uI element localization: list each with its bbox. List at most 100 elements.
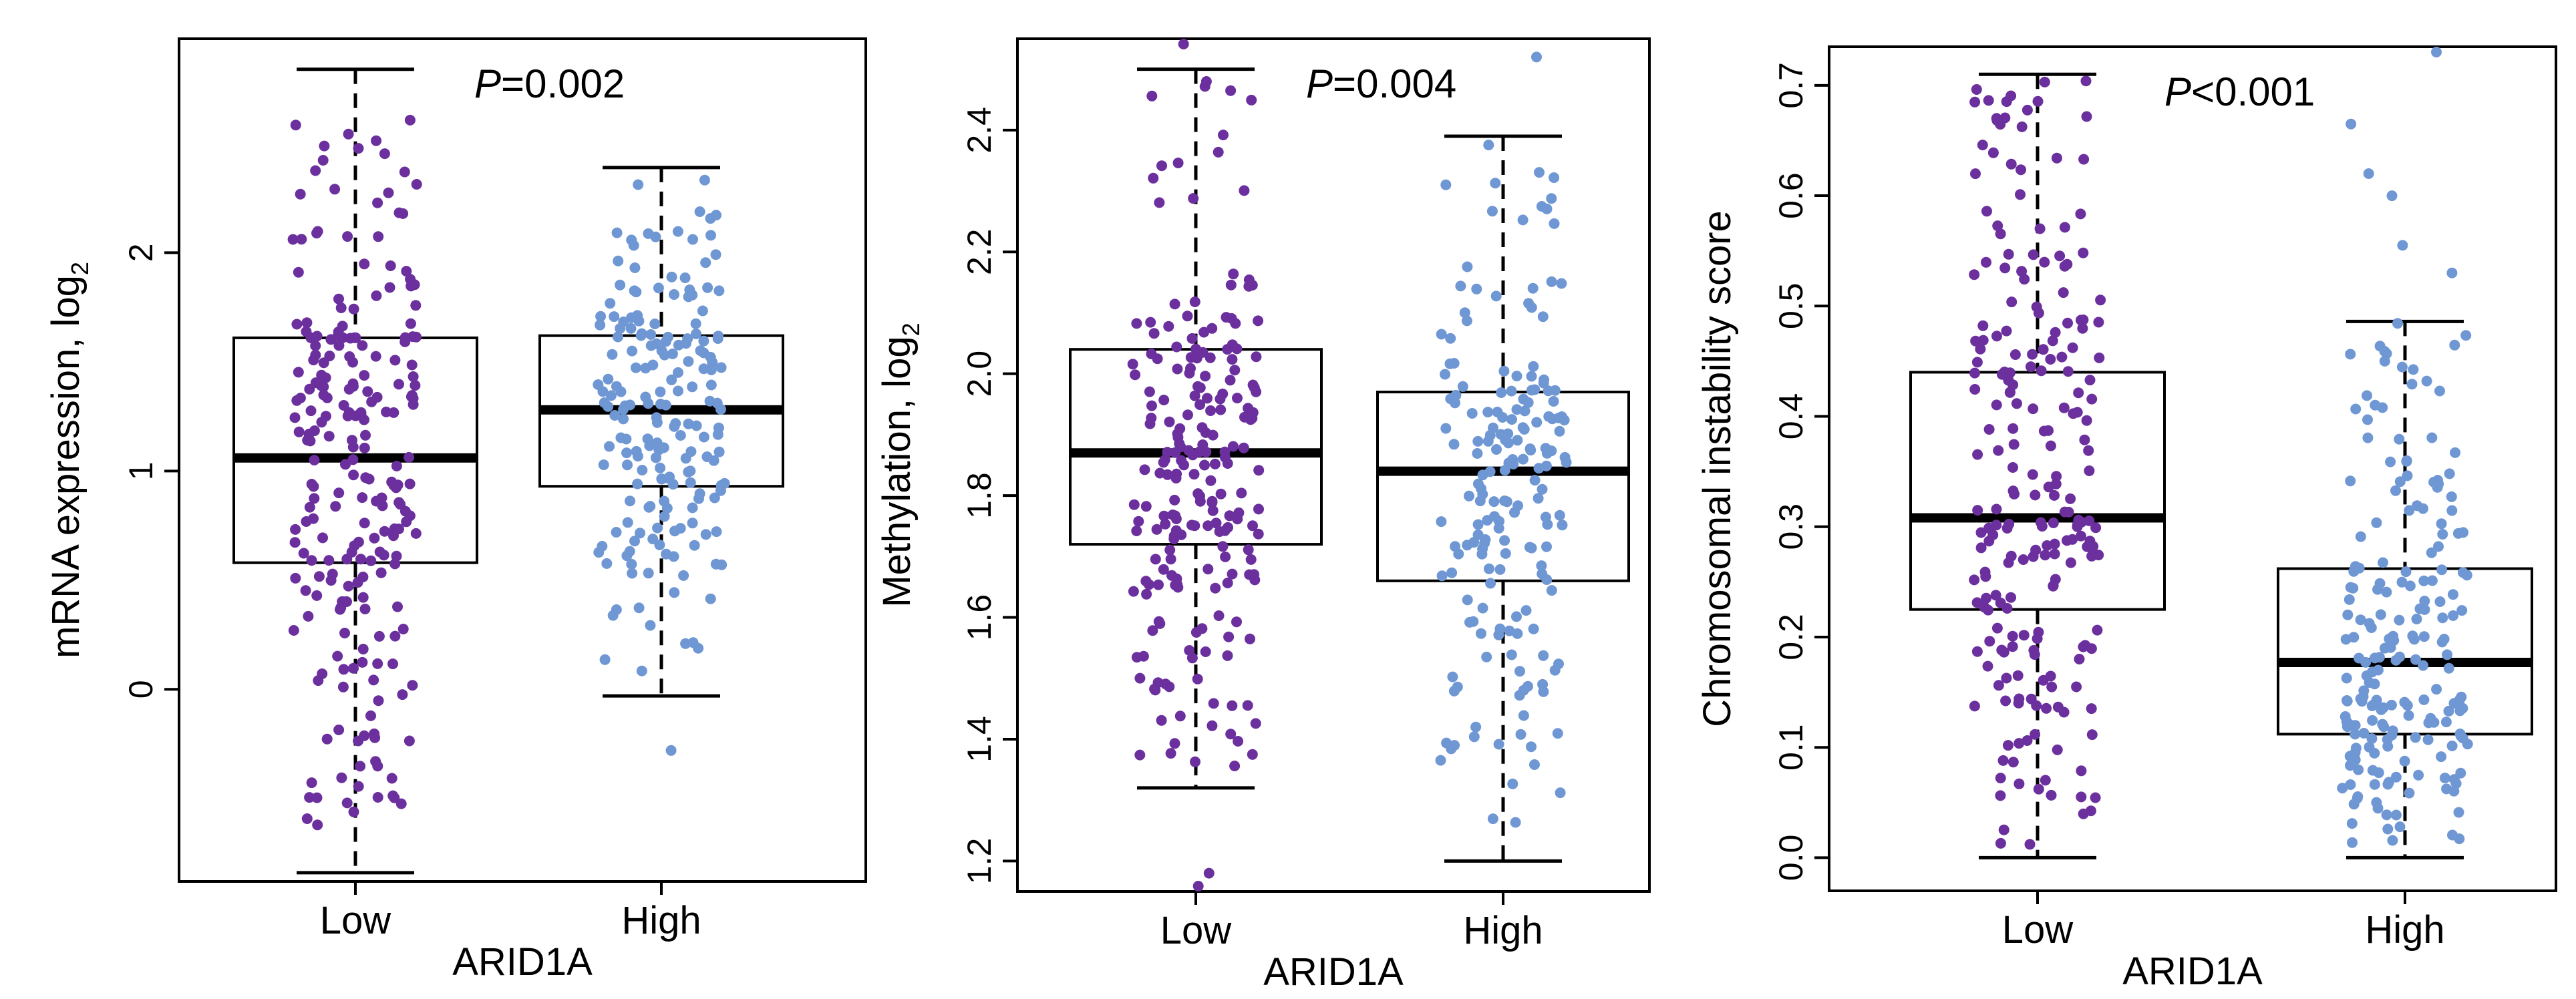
data-point	[1145, 317, 1156, 328]
data-point	[2051, 471, 2062, 482]
data-point	[1486, 206, 1498, 217]
data-point	[332, 650, 343, 662]
data-point	[1975, 542, 1987, 554]
data-point	[406, 280, 417, 292]
data-point	[2407, 630, 2418, 642]
data-point	[1227, 700, 1238, 711]
data-point	[1243, 274, 1255, 285]
data-point	[2049, 538, 2060, 550]
data-point	[1445, 393, 1456, 405]
data-point	[301, 317, 313, 329]
data-point	[2078, 808, 2089, 819]
data-point	[659, 511, 670, 522]
data-point	[678, 570, 689, 581]
data-point	[2411, 614, 2422, 624]
data-point	[1164, 544, 1176, 556]
data-point	[1253, 315, 1264, 327]
data-point	[1148, 172, 1159, 184]
data-point	[324, 351, 335, 361]
data-point	[1192, 381, 1203, 392]
data-point	[2443, 662, 2454, 674]
data-point	[377, 500, 388, 512]
data-point	[644, 440, 655, 451]
data-point	[353, 781, 364, 792]
y-tick-label: 2.4	[961, 107, 998, 154]
y-axis-title: mRNA expression, log2	[44, 262, 94, 658]
data-point	[2007, 485, 2019, 497]
chart-panel: 1.2 1.4 1.6 1.8 2.0 2.2 2.4 Low High ARID1A Methyl…	[875, 37, 1651, 994]
data-point	[667, 348, 678, 359]
data-point	[2002, 740, 2014, 751]
data-point	[2448, 774, 2460, 785]
data-point	[2007, 630, 2018, 642]
data-point	[2007, 462, 2018, 473]
data-point	[335, 303, 347, 313]
data-point	[1215, 404, 1227, 415]
data-point	[406, 359, 418, 371]
data-point	[705, 230, 716, 241]
data-point	[2354, 652, 2364, 664]
data-point	[291, 319, 303, 330]
data-point	[1160, 518, 1171, 530]
data-point	[2362, 414, 2373, 425]
data-point	[1206, 720, 1218, 731]
data-point	[2400, 566, 2412, 578]
data-point	[304, 792, 315, 803]
data-point	[2337, 783, 2348, 794]
data-point	[1524, 542, 1535, 553]
data-point	[1247, 749, 1258, 760]
data-point	[661, 503, 673, 514]
data-point	[2048, 518, 2059, 528]
points-low	[287, 114, 422, 831]
data-point	[1526, 741, 1537, 753]
data-point	[317, 532, 328, 544]
data-point	[647, 534, 659, 545]
data-point	[1541, 203, 1553, 214]
data-point	[309, 493, 320, 504]
data-point	[2039, 76, 2050, 87]
data-point	[1517, 453, 1528, 465]
data-point	[1526, 302, 1537, 313]
data-point	[2050, 574, 2061, 585]
data-point	[289, 537, 301, 548]
data-point	[1982, 660, 1993, 672]
data-point	[2456, 605, 2468, 616]
data-point	[1493, 739, 1504, 750]
y-tick-label: 1	[122, 461, 160, 480]
data-point	[1191, 353, 1202, 364]
data-point	[2362, 432, 2374, 443]
data-point	[2340, 711, 2351, 722]
data-point	[1499, 535, 1510, 546]
data-point	[293, 266, 304, 278]
data-point	[2045, 670, 2056, 682]
data-point	[1500, 548, 1511, 559]
data-point	[2016, 121, 2028, 132]
data-point	[1514, 690, 1525, 701]
data-point	[1984, 636, 1995, 647]
data-point	[2086, 729, 2098, 741]
data-point	[2433, 541, 2444, 552]
data-point	[2413, 769, 2424, 781]
data-point	[289, 412, 301, 423]
data-point	[374, 546, 385, 558]
data-point	[1542, 519, 1553, 530]
data-point	[629, 262, 641, 273]
data-point	[1156, 160, 1167, 172]
data-point	[2028, 249, 2039, 260]
data-point	[2386, 729, 2398, 741]
data-point	[2370, 399, 2381, 411]
data-point	[2018, 554, 2029, 565]
data-point	[376, 492, 387, 504]
data-point	[373, 695, 384, 707]
data-point	[365, 555, 377, 566]
y-tick-label: 2.0	[961, 351, 998, 397]
data-point	[2030, 729, 2041, 740]
data-point	[1169, 738, 1180, 749]
data-point	[2342, 609, 2354, 620]
data-point	[384, 282, 395, 293]
p-value-annotation: P=0.002	[474, 61, 625, 106]
data-point	[627, 568, 638, 579]
data-point	[643, 228, 654, 239]
data-point	[1995, 597, 2006, 608]
data-point	[1972, 449, 1983, 460]
